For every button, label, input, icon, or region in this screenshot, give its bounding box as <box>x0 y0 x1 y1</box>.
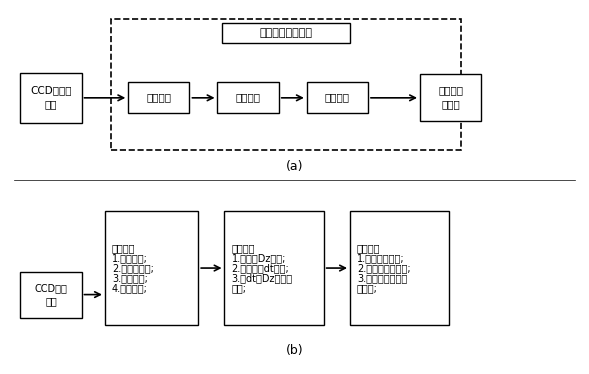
Text: 2.机器人控制系统;: 2.机器人控制系统; <box>357 263 411 273</box>
Text: 存储;: 存储; <box>231 283 246 293</box>
FancyBboxPatch shape <box>307 82 368 113</box>
Text: CCD图像传
感器: CCD图像传 感器 <box>30 86 72 110</box>
Text: (b): (b) <box>286 344 303 358</box>
FancyBboxPatch shape <box>217 82 279 113</box>
FancyBboxPatch shape <box>420 74 481 122</box>
Text: 2.偏移时间dt计算;: 2.偏移时间dt计算; <box>231 263 289 273</box>
Text: 3.边缘检测;: 3.边缘检测; <box>112 273 148 283</box>
Text: 3.调整熔覆头与工: 3.调整熔覆头与工 <box>357 273 407 283</box>
FancyBboxPatch shape <box>105 211 198 325</box>
FancyBboxPatch shape <box>128 82 190 113</box>
Text: 1.平滑去噪;: 1.平滑去噪; <box>112 253 148 263</box>
FancyBboxPatch shape <box>350 211 449 325</box>
Text: 件距离;: 件距离; <box>357 283 378 293</box>
Text: 图像处理: 图像处理 <box>112 243 135 253</box>
Text: 通用数字处理系统: 通用数字处理系统 <box>259 28 312 38</box>
Text: 计算存储: 计算存储 <box>325 93 350 102</box>
Text: 机器人控
制系统: 机器人控 制系统 <box>438 86 463 110</box>
Text: 图像增强: 图像增强 <box>146 93 171 102</box>
FancyBboxPatch shape <box>224 211 324 325</box>
Text: 1.离焦量Dz计算;: 1.离焦量Dz计算; <box>231 253 286 263</box>
Text: CCD图像
采集: CCD图像 采集 <box>35 283 67 307</box>
FancyBboxPatch shape <box>221 24 350 43</box>
Text: 计算存储: 计算存储 <box>231 243 255 253</box>
FancyBboxPatch shape <box>20 73 81 123</box>
Text: 1.读取存储数据;: 1.读取存储数据; <box>357 253 405 263</box>
Text: 2.对比度增强;: 2.对比度增强; <box>112 263 154 273</box>
Text: 4.模式识别;: 4.模式识别; <box>112 283 148 293</box>
FancyBboxPatch shape <box>20 272 81 318</box>
Text: 3.（dt、Dz）数据: 3.（dt、Dz）数据 <box>231 273 293 283</box>
Text: 图像识别: 图像识别 <box>236 93 260 102</box>
Text: (a): (a) <box>286 160 303 173</box>
Text: 控制执行: 控制执行 <box>357 243 380 253</box>
